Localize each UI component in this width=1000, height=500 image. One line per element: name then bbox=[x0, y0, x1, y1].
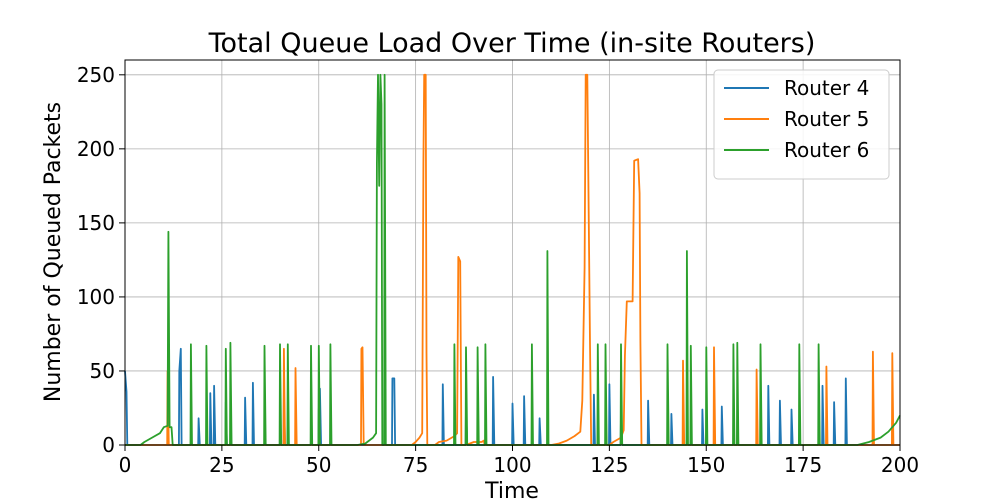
y-tick-label: 250 bbox=[77, 63, 115, 87]
x-tick-label: 100 bbox=[493, 453, 531, 477]
y-tick-label: 0 bbox=[102, 433, 115, 457]
legend-label: Router 4 bbox=[784, 76, 869, 100]
x-tick-label: 150 bbox=[687, 453, 725, 477]
y-tick-label: 50 bbox=[90, 359, 115, 383]
y-tick-label: 200 bbox=[77, 137, 115, 161]
y-tick-label: 150 bbox=[77, 211, 115, 235]
x-tick-label: 125 bbox=[590, 453, 628, 477]
x-tick-label: 175 bbox=[784, 453, 822, 477]
x-tick-label: 25 bbox=[209, 453, 234, 477]
y-tick-label: 100 bbox=[77, 285, 115, 309]
x-tick-label: 50 bbox=[306, 453, 331, 477]
legend: Router 4 Router 5 Router 6 bbox=[713, 69, 890, 180]
x-axis-label: Time bbox=[484, 479, 539, 500]
y-axis: 0 50 100 150 200 250 bbox=[77, 63, 125, 457]
x-tick-label: 200 bbox=[881, 453, 919, 477]
legend-label: Router 6 bbox=[784, 138, 869, 162]
x-tick-label: 75 bbox=[403, 453, 428, 477]
y-axis-label: Number of Queued Packets bbox=[41, 102, 66, 402]
x-axis: 0 25 50 75 100 125 150 175 200 bbox=[119, 445, 919, 477]
legend-box bbox=[713, 69, 890, 180]
legend-label: Router 5 bbox=[784, 107, 869, 131]
chart-title: Total Queue Load Over Time (in-site Rout… bbox=[208, 28, 816, 59]
x-tick-label: 0 bbox=[119, 453, 132, 477]
